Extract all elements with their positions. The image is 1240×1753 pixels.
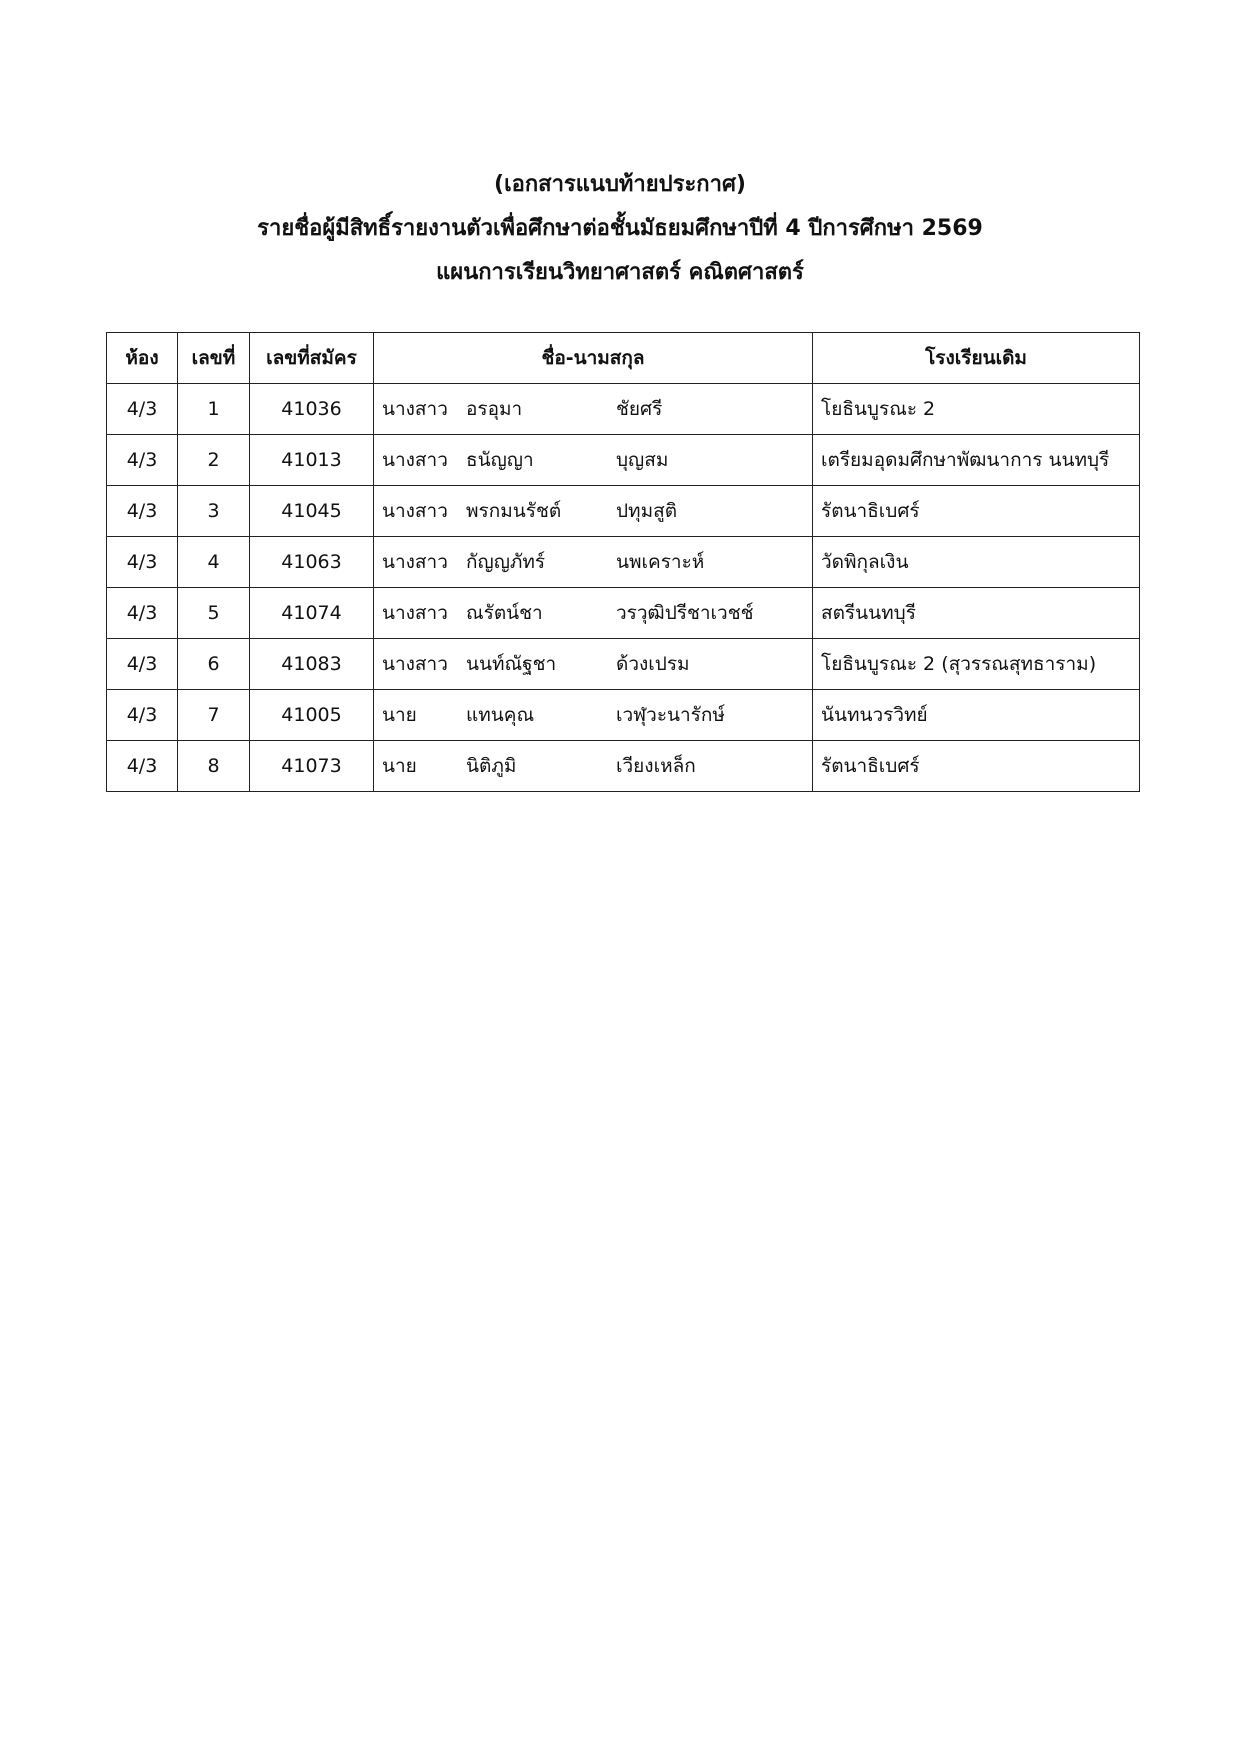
last-name: นพเคราะห์	[616, 551, 705, 573]
room-cell: 4/3	[106, 536, 178, 588]
previous-school-cell: รัตนาธิเบศร์	[812, 485, 1140, 537]
number-cell: 2	[177, 434, 250, 486]
name-prefix: นางสาว	[382, 551, 448, 573]
col-room: ห้อง	[106, 332, 178, 384]
application-no-cell: 41005	[249, 689, 374, 741]
col-full-name: ชื่อ-นามสกุล	[373, 332, 813, 384]
full-name-cell: นางสาว กัญญภัทร์ นพเคราะห์	[373, 536, 813, 588]
first-name: ธนัญญา	[466, 449, 534, 471]
full-name-cell: นางสาว อรอุมา ชัยศรี	[373, 383, 813, 435]
first-name: พรกมนรัชต์	[466, 500, 562, 522]
last-name: ด้วงเปรม	[616, 653, 690, 675]
first-name: อรอุมา	[466, 398, 523, 420]
room-cell: 4/3	[106, 638, 178, 690]
previous-school-cell: เตรียมอุดมศึกษาพัฒนาการ นนทบุรี	[812, 434, 1140, 486]
name-prefix: นางสาว	[382, 449, 448, 471]
table-header-row: ห้อง เลขที่ เลขที่สมัคร ชื่อ-นามสกุล โรง…	[106, 332, 1140, 384]
name-prefix: นาย	[382, 755, 417, 777]
number-cell: 6	[177, 638, 250, 690]
previous-school-cell: โยธินบูรณะ 2 (สุวรรณสุทธาราม)	[812, 638, 1140, 690]
application-no-cell: 41083	[249, 638, 374, 690]
full-name-cell: นางสาว พรกมนรัชต์ ปทุมสูติ	[373, 485, 813, 537]
room-cell: 4/3	[106, 485, 178, 537]
table-row: 4/3 5 41074 นางสาว ณรัตน์ชา วรวุฒิปรีชาเ…	[106, 587, 1140, 639]
name-prefix: นาย	[382, 704, 417, 726]
room-cell: 4/3	[106, 689, 178, 741]
last-name: บุญสม	[616, 449, 669, 471]
room-cell: 4/3	[106, 587, 178, 639]
col-previous-school: โรงเรียนเดิม	[812, 332, 1140, 384]
full-name-cell: นางสาว ธนัญญา บุญสม	[373, 434, 813, 486]
number-cell: 7	[177, 689, 250, 741]
first-name: นนท์ณัฐชา	[466, 653, 557, 675]
previous-school-cell: นันทนวรวิทย์	[812, 689, 1140, 741]
document-subtitle: แผนการเรียนวิทยาศาสตร์ คณิตศาสตร์	[436, 260, 804, 285]
document-annex-label: (เอกสารแนบท้ายประกาศ)	[494, 172, 746, 197]
previous-school-cell: สตรีนนทบุรี	[812, 587, 1140, 639]
last-name: เวฬุวะนารักษ์	[616, 704, 725, 726]
name-prefix: นางสาว	[382, 653, 448, 675]
document-title: รายชื่อผู้มีสิทธิ์รายงานตัวเพื่อศึกษาต่อ…	[257, 216, 983, 241]
room-cell: 4/3	[106, 383, 178, 435]
previous-school-cell: โยธินบูรณะ 2	[812, 383, 1140, 435]
table-row: 4/3 6 41083 นางสาว นนท์ณัฐชา ด้วงเปรม โย…	[106, 638, 1140, 690]
number-cell: 1	[177, 383, 250, 435]
table-row: 4/3 1 41036 นางสาว อรอุมา ชัยศรี โยธินบู…	[106, 383, 1140, 435]
full-name-cell: นาย แทนคุณ เวฬุวะนารักษ์	[373, 689, 813, 741]
table-row: 4/3 2 41013 นางสาว ธนัญญา บุญสม เตรียมอุ…	[106, 434, 1140, 486]
first-name: ณรัตน์ชา	[466, 602, 543, 624]
number-cell: 5	[177, 587, 250, 639]
student-list-table: ห้อง เลขที่ เลขที่สมัคร ชื่อ-นามสกุล โรง…	[106, 332, 1140, 792]
number-cell: 3	[177, 485, 250, 537]
first-name: แทนคุณ	[466, 704, 535, 726]
application-no-cell: 41074	[249, 587, 374, 639]
number-cell: 4	[177, 536, 250, 588]
last-name: วรวุฒิปรีชาเวชช์	[616, 602, 754, 624]
table-row: 4/3 4 41063 นางสาว กัญญภัทร์ นพเคราะห์ ว…	[106, 536, 1140, 588]
name-prefix: นางสาว	[382, 398, 448, 420]
full-name-cell: นางสาว นนท์ณัฐชา ด้วงเปรม	[373, 638, 813, 690]
name-prefix: นางสาว	[382, 602, 448, 624]
table-row: 4/3 8 41073 นาย นิติภูมิ เวียงเหล็ก รัตน…	[106, 740, 1140, 792]
col-number: เลขที่	[177, 332, 250, 384]
room-cell: 4/3	[106, 740, 178, 792]
previous-school-cell: รัตนาธิเบศร์	[812, 740, 1140, 792]
application-no-cell: 41013	[249, 434, 374, 486]
application-no-cell: 41073	[249, 740, 374, 792]
application-no-cell: 41063	[249, 536, 374, 588]
table-row: 4/3 3 41045 นางสาว พรกมนรัชต์ ปทุมสูติ ร…	[106, 485, 1140, 537]
last-name: เวียงเหล็ก	[616, 755, 696, 777]
full-name-cell: นางสาว ณรัตน์ชา วรวุฒิปรีชาเวชช์	[373, 587, 813, 639]
previous-school-cell: วัดพิกุลเงิน	[812, 536, 1140, 588]
number-cell: 8	[177, 740, 250, 792]
table-row: 4/3 7 41005 นาย แทนคุณ เวฬุวะนารักษ์ นัน…	[106, 689, 1140, 741]
application-no-cell: 41036	[249, 383, 374, 435]
first-name: กัญญภัทร์	[466, 551, 546, 573]
last-name: ชัยศรี	[616, 398, 663, 420]
room-cell: 4/3	[106, 434, 178, 486]
last-name: ปทุมสูติ	[616, 500, 678, 522]
full-name-cell: นาย นิติภูมิ เวียงเหล็ก	[373, 740, 813, 792]
first-name: นิติภูมิ	[466, 755, 517, 777]
name-prefix: นางสาว	[382, 500, 448, 522]
col-application-no: เลขที่สมัคร	[249, 332, 374, 384]
application-no-cell: 41045	[249, 485, 374, 537]
